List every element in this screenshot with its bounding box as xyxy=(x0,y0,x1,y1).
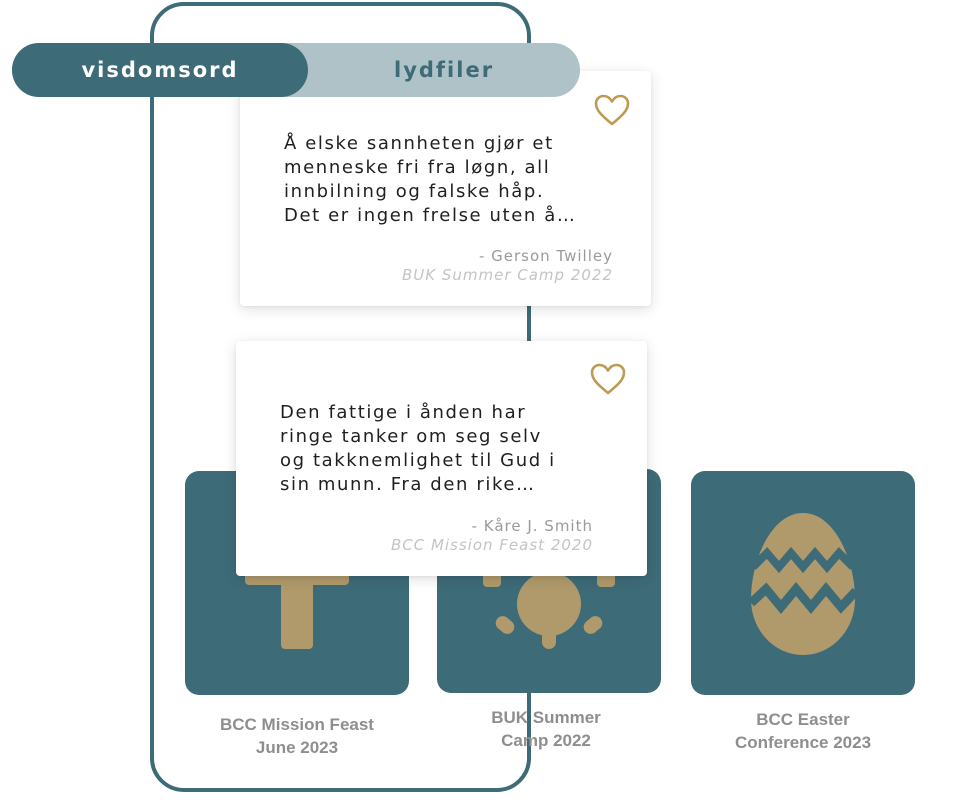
quote-author: - Gerson Twilley xyxy=(478,247,613,265)
quote-text: Å elske sannheten gjør et menneske fri f… xyxy=(284,133,577,226)
quote-text: Den fattige i ånden har ringe tanker om … xyxy=(280,402,556,495)
tab-lydfiler[interactable]: lydfiler xyxy=(394,58,495,82)
quote-card[interactable]: Den fattige i ånden har ringe tanker om … xyxy=(236,341,647,576)
event-tile-bcc-easter-conference[interactable] xyxy=(691,471,915,695)
tab-bar: lydfiler visdomsord xyxy=(12,43,580,97)
sun-icon xyxy=(483,569,615,649)
quote-author: - Kåre J. Smith xyxy=(471,517,593,535)
event-label-bcc-mission-feast: BCC Mission Feast June 2023 xyxy=(220,715,374,757)
tab-visdomsord[interactable]: visdomsord xyxy=(12,43,308,97)
event-label-bcc-easter-conference: BCC Easter Conference 2023 xyxy=(734,710,872,752)
quote-card[interactable]: Å elske sannheten gjør et menneske fri f… xyxy=(240,71,651,306)
heart-outline-icon[interactable] xyxy=(589,362,627,396)
easter-egg-icon xyxy=(747,513,860,655)
event-label-buk-summer-camp: BUK Summer Camp 2022 xyxy=(491,708,601,750)
quote-source: BUK Summer Camp 2022 xyxy=(401,266,613,284)
quote-source: BCC Mission Feast 2020 xyxy=(390,536,593,554)
heart-outline-icon[interactable] xyxy=(593,93,631,127)
